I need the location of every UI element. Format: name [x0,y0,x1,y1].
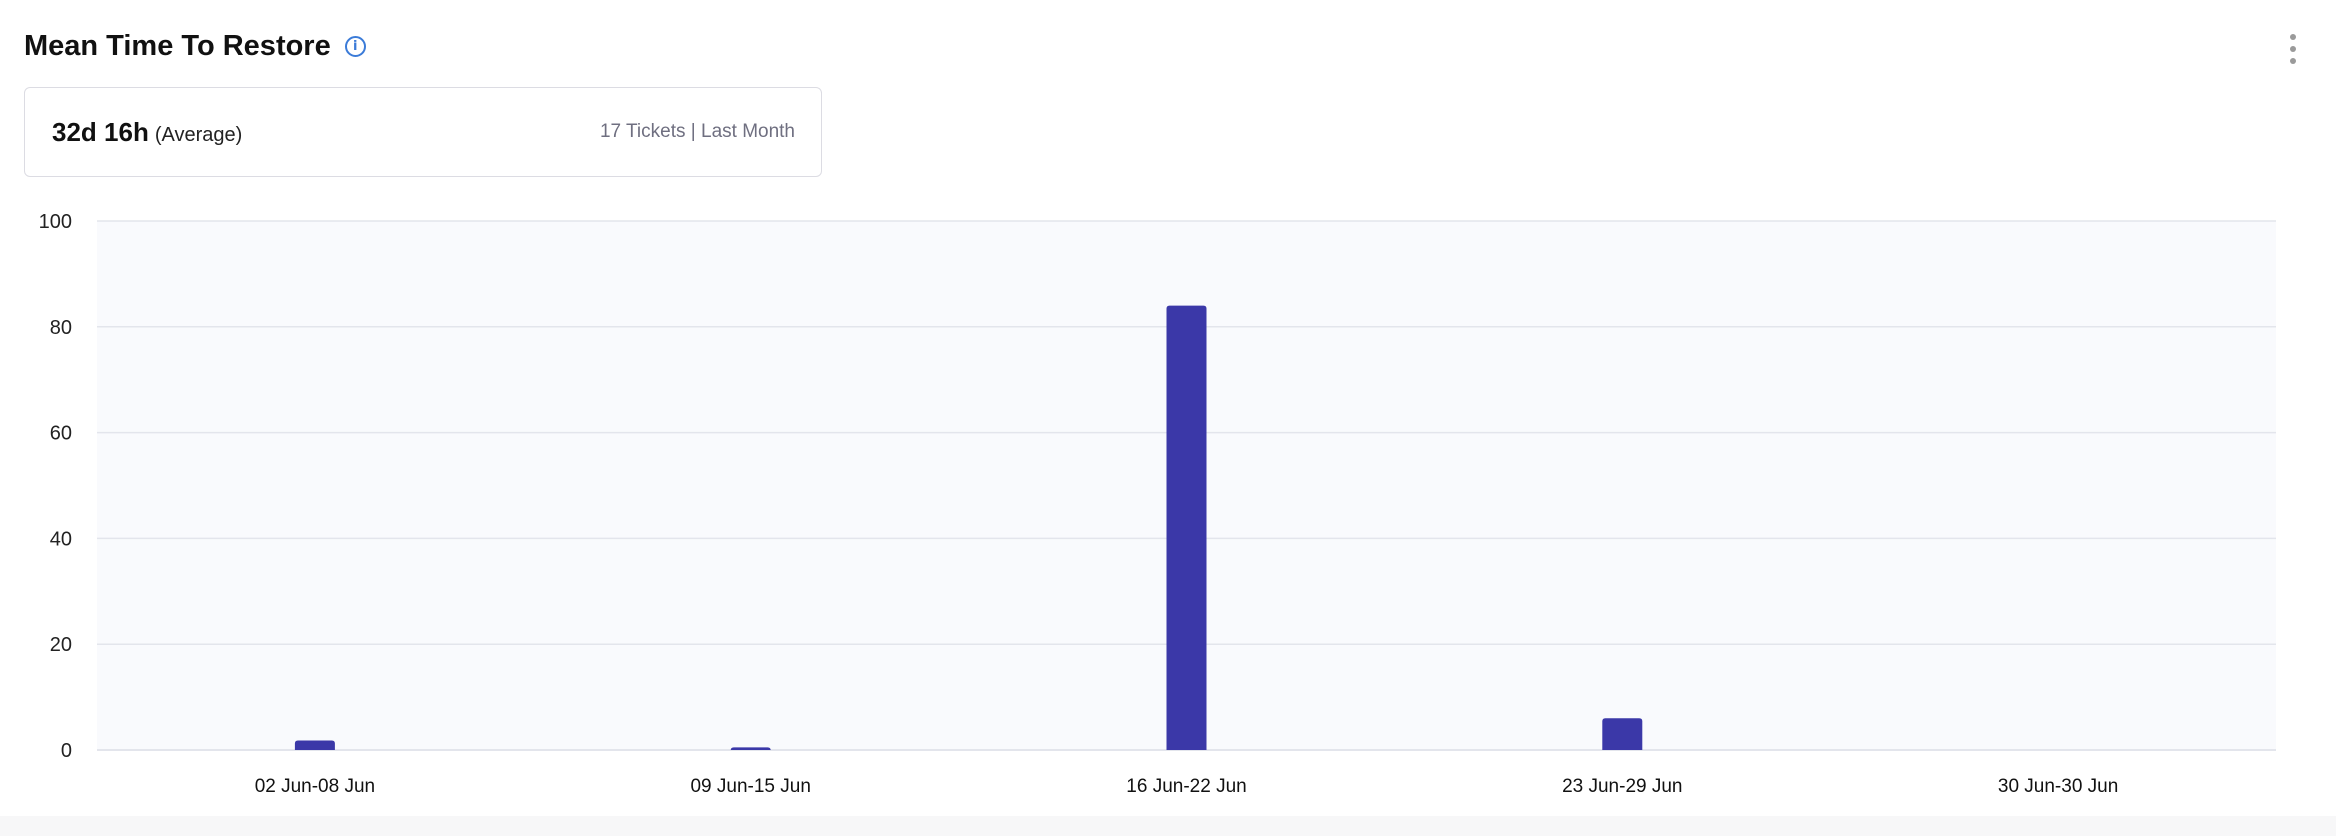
x-tick-label: 09 Jun-15 Jun [690,776,810,797]
y-tick-label: 40 [50,528,72,550]
x-tick-label: 02 Jun-08 Jun [255,776,375,797]
y-tick-label: 80 [50,317,72,339]
x-tick-label: 23 Jun-29 Jun [1562,776,1682,797]
period-label: Last Month [701,121,795,142]
bar [1166,305,1207,750]
y-tick-label: 60 [50,423,72,445]
y-tick-label: 100 [39,211,72,233]
bar [1602,718,1643,750]
page-title: Mean Time To Restore i [24,30,366,63]
x-tick-label: 16 Jun-22 Jun [1126,776,1246,797]
bar [730,747,771,751]
average-value: 32d 16h [52,116,149,147]
footer-strip [0,816,2336,836]
chart-title: Mean Time To Restore [24,30,331,62]
x-tick-label: 30 Jun-30 Jun [1998,776,2118,797]
info-icon[interactable]: i [344,36,366,57]
tickets-count: 17 Tickets [599,121,686,142]
summary-card: 32d 16h (Average) 17 Tickets | Last Month [24,87,822,177]
y-tick-label: 0 [61,740,72,762]
average-label: (Average) [154,123,243,146]
y-tick-label: 20 [50,634,72,656]
bar [294,740,335,750]
separator: | [690,121,696,142]
kebab-menu-icon[interactable] [2288,34,2298,64]
